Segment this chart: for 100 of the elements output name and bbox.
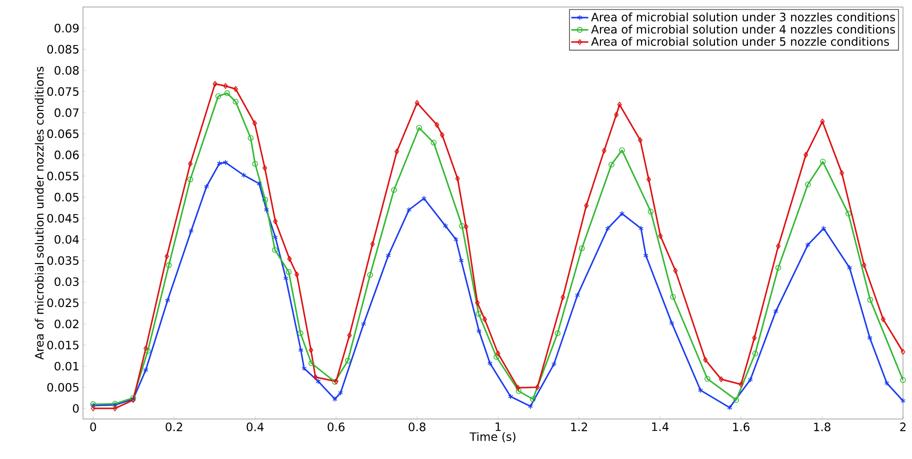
point: [617, 102, 622, 108]
point: [646, 176, 651, 182]
point: [272, 247, 278, 253]
point: [704, 376, 710, 382]
point: [867, 296, 874, 303]
x-tick-label: 1.6: [733, 422, 750, 432]
point: [332, 396, 338, 402]
point: [703, 356, 708, 363]
point: [619, 147, 625, 154]
point: [421, 196, 427, 202]
point: [574, 292, 580, 298]
point: [516, 384, 520, 391]
y-tick-label: 0.08: [54, 66, 79, 75]
x-tick-label: 2: [900, 422, 906, 432]
y-tick-label: 0.005: [47, 382, 78, 392]
point: [496, 350, 500, 356]
point: [638, 226, 644, 232]
point: [302, 365, 307, 372]
y-tick-label: 0: [72, 404, 79, 413]
point: [344, 358, 351, 364]
point: [222, 160, 228, 166]
point: [143, 367, 148, 373]
point: [748, 376, 753, 383]
point: [252, 160, 258, 167]
point: [112, 406, 118, 412]
point: [287, 256, 292, 262]
point: [551, 361, 557, 367]
y-tick-label: 0.035: [47, 256, 78, 265]
point: [560, 294, 566, 300]
point: [459, 222, 465, 229]
point: [880, 316, 886, 322]
point: [187, 176, 194, 182]
point: [316, 378, 321, 384]
point: [773, 308, 778, 314]
x-tick-label: 0: [90, 422, 96, 432]
point: [144, 346, 148, 352]
point: [733, 397, 740, 403]
point: [738, 381, 744, 388]
point: [262, 196, 268, 203]
point: [144, 348, 151, 354]
point: [820, 118, 825, 124]
x-tick-label: 0.4: [246, 422, 264, 432]
point: [727, 404, 732, 410]
point: [862, 262, 866, 268]
point: [476, 310, 482, 317]
point: [313, 374, 318, 380]
point: [414, 100, 420, 106]
point: [391, 187, 397, 193]
point: [584, 202, 589, 209]
point: [482, 316, 487, 322]
x-tick-label: 1: [496, 422, 501, 431]
point: [272, 234, 278, 240]
y-tick-label: 0.09: [54, 24, 79, 32]
point: [638, 137, 642, 144]
point: [670, 294, 676, 300]
point: [614, 112, 619, 118]
point: [386, 252, 391, 258]
point: [204, 184, 210, 190]
point: [619, 210, 625, 217]
point: [233, 86, 238, 92]
point: [658, 233, 663, 239]
point: [298, 347, 304, 354]
point: [455, 176, 460, 182]
point: [216, 160, 222, 166]
point: [223, 83, 228, 89]
x-tick-label: 0.8: [408, 422, 426, 432]
point: [166, 262, 172, 268]
point: [643, 252, 648, 258]
point: [370, 241, 375, 247]
point: [241, 172, 246, 178]
y-tick-label: 0.03: [54, 277, 79, 286]
point: [846, 264, 852, 271]
point: [283, 275, 288, 282]
point: [602, 148, 606, 154]
y-tick-label: 0.02: [54, 320, 78, 328]
y-tick-label: 0.055: [47, 172, 78, 180]
point: [528, 403, 534, 410]
point: [804, 152, 808, 158]
point: [165, 297, 170, 304]
y-tick-label: 0.05: [54, 192, 78, 202]
y-tick-label: 0.085: [47, 44, 78, 54]
point: [475, 300, 480, 306]
y-axis-title: Area of microbial solution under nozzles conditions: [34, 66, 44, 360]
point: [476, 328, 482, 334]
x-tick-label: 0.6: [328, 422, 345, 432]
point: [347, 332, 352, 338]
legend-label: Area of microbial solution under 4 nozzles conditions: [591, 24, 895, 34]
y-tick-label: 0.01: [54, 362, 78, 371]
y-tick-label: 0.04: [54, 235, 79, 244]
legend-label: Area of microbial solution under 3 nozzles conditions: [591, 12, 895, 22]
point: [188, 160, 193, 167]
point: [608, 162, 614, 168]
point: [669, 320, 674, 326]
point: [453, 236, 459, 242]
x-tick-label: 0.2: [166, 422, 182, 432]
point: [188, 228, 194, 234]
point: [820, 158, 826, 165]
point: [294, 272, 300, 278]
point: [752, 334, 757, 341]
point: [252, 120, 257, 126]
